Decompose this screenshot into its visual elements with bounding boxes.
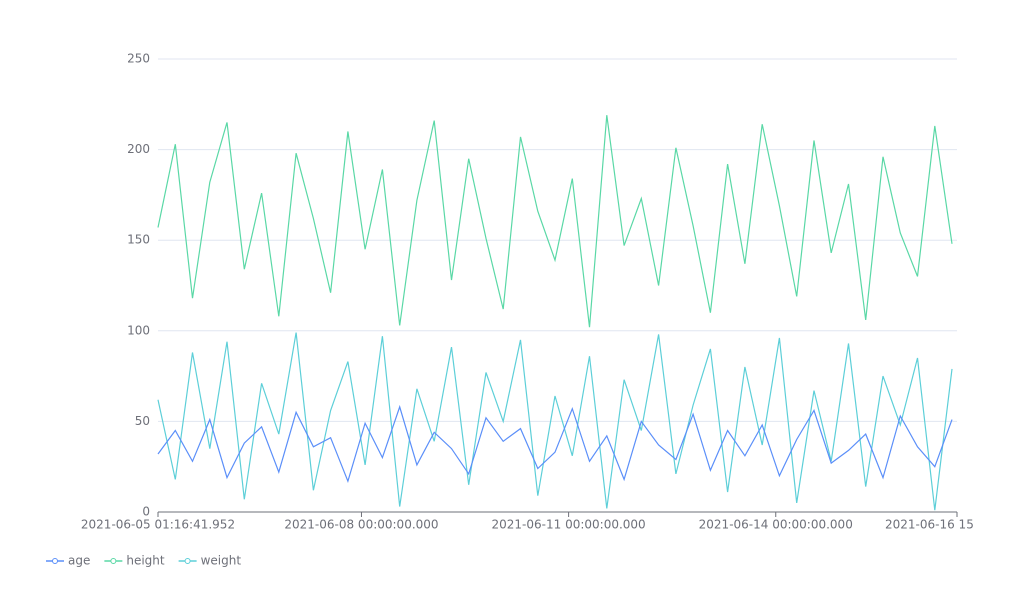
legend-dot (110, 558, 117, 564)
y-tick-label: 0 (142, 505, 150, 519)
legend-item[interactable]: weight (178, 554, 242, 568)
x-tick-label: 2021-06-14 00:00:00.000 (699, 518, 853, 532)
legend-label: weight (201, 554, 242, 568)
series-line (157, 115, 953, 328)
y-tick-label: 250 (127, 52, 150, 66)
y-tick-label: 200 (127, 142, 150, 156)
x-tick-label: 2021-06-11 00:00:00.000 (492, 518, 646, 532)
x-tick-label: 2021-06-05 01:16:41.952 (81, 518, 235, 532)
series-line (157, 332, 953, 511)
legend-item[interactable]: height (104, 554, 165, 568)
series-line (157, 404, 953, 484)
legend-dot (184, 558, 191, 564)
y-tick-label: 50 (135, 414, 150, 428)
x-tick-label: 2021-06-08 00:00:00.000 (284, 518, 438, 532)
legend-dot (52, 558, 58, 564)
y-tick-label: 150 (127, 233, 150, 247)
legend-item[interactable]: age (46, 554, 90, 568)
x-tick-label: 2021-06-16 15 (885, 518, 974, 532)
y-tick-label: 100 (127, 323, 150, 337)
legend-label: height (126, 554, 165, 568)
legend-label: age (68, 554, 90, 568)
